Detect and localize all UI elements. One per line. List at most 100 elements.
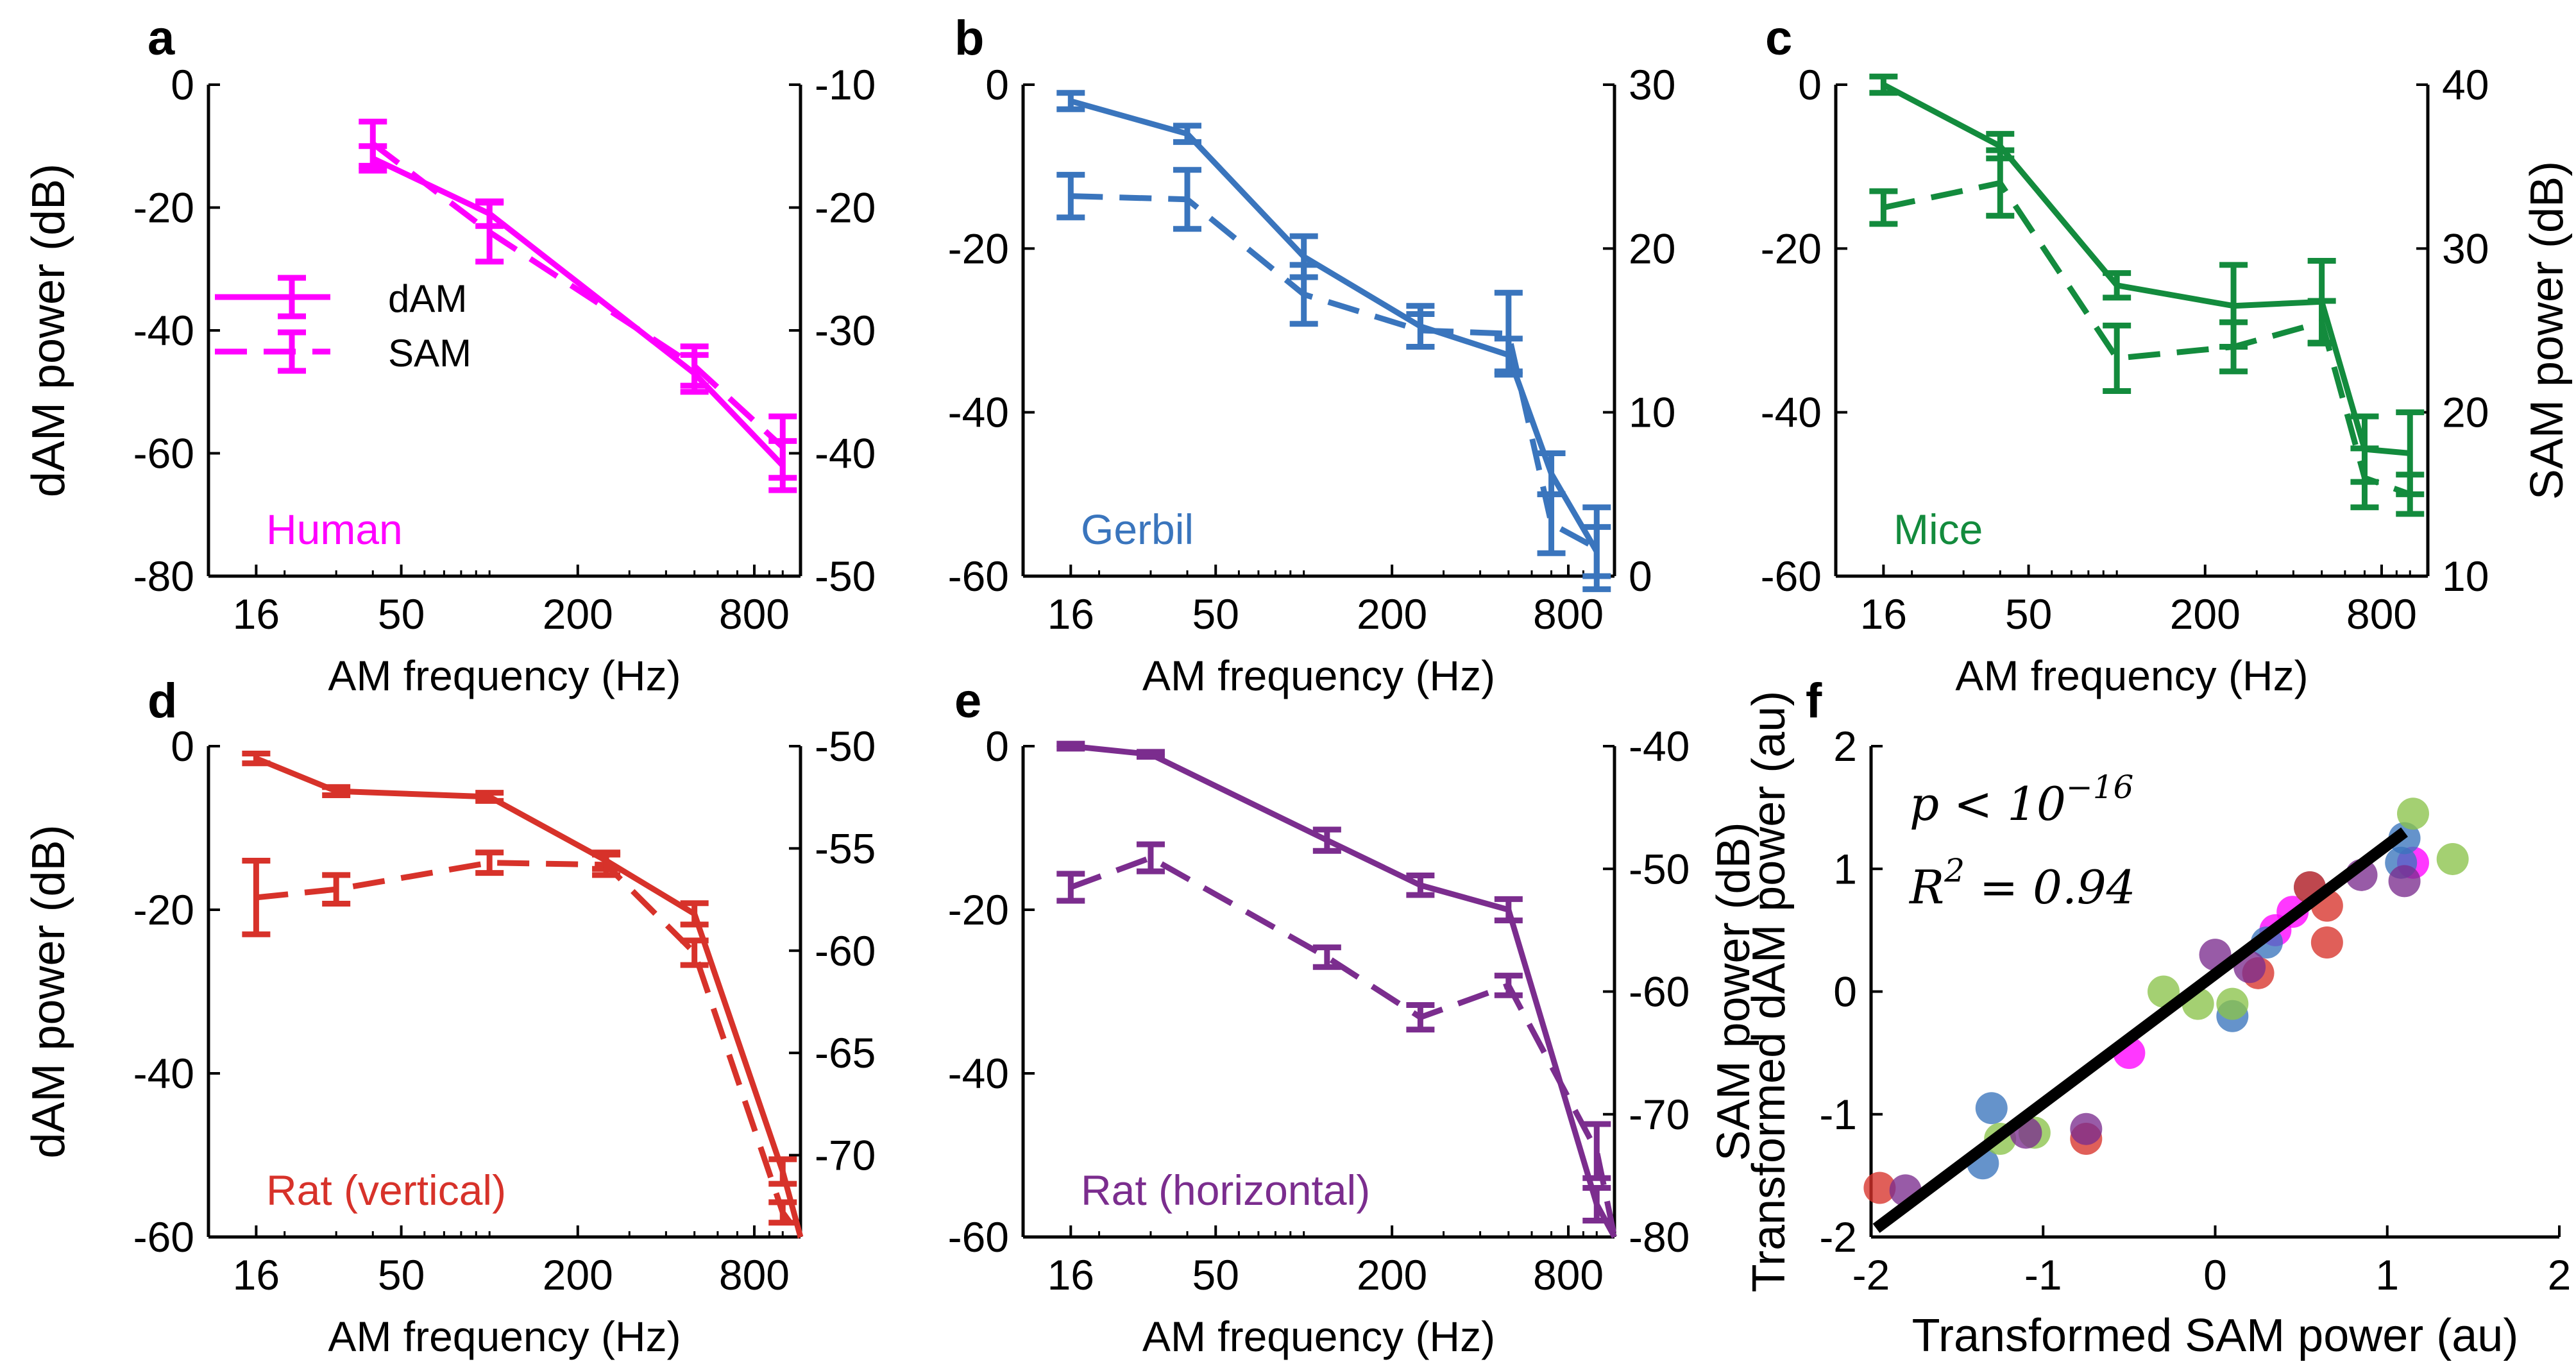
y-tick-label-b-0: 0 <box>985 61 1009 108</box>
y-tick-label-f-1: 1 <box>1833 845 1857 892</box>
p-value-annotation: p < 10−16 <box>1910 769 2133 831</box>
y2-tick-label-e-4: -80 <box>1629 1213 1690 1261</box>
x-tick-label-c-3: 800 <box>2346 590 2417 638</box>
x-tick-label-e-1: 50 <box>1192 1251 1239 1299</box>
panel-f: f -2 -1 0 1 2 2 1 0 -1 -2 Transformed SAM power (au… <box>1743 674 2571 1361</box>
y-tick-label-d-2: -40 <box>133 1050 194 1097</box>
y2-tick-label-a-0: -10 <box>815 61 876 108</box>
x-tick-label-c-1: 50 <box>2005 590 2052 638</box>
y2-tick-label-a-2: -30 <box>815 307 876 354</box>
x-tick-label-e-3: 800 <box>1533 1251 1604 1299</box>
x-axis-label-c: AM frequency (Hz) <box>1955 652 2308 699</box>
y2-tick-label-a-3: -40 <box>815 430 876 477</box>
x-axis-label-d: AM frequency (Hz) <box>328 1313 681 1360</box>
scatter-point-18 <box>1863 1172 1896 1204</box>
x-tick-label-d-3: 800 <box>719 1251 790 1299</box>
y-tick-label-f-0: 2 <box>1833 722 1857 770</box>
series-line-b-dam <box>1070 98 1600 553</box>
panel-e: e 16 50 200 800 0 -20 -40 -60 -40 -50 -60 -70 -80 AM f… <box>948 674 1759 1360</box>
x-tick-label-c-0: 16 <box>1860 590 1907 638</box>
x-tick-label-f-1: -1 <box>2024 1251 2062 1299</box>
y-tick-label-a-3: -60 <box>133 430 194 477</box>
y2-tick-label-d-2: -60 <box>815 927 876 975</box>
y-tick-label-d-1: -20 <box>133 886 194 933</box>
y2-tick-label-e-0: -40 <box>1629 722 1690 770</box>
y-tick-label-b-2: -40 <box>948 389 1009 436</box>
legend-label-sam: SAM <box>388 332 471 375</box>
y-tick-label-e-2: -40 <box>948 1050 1009 1097</box>
panel-letter-f: f <box>1806 674 1822 728</box>
p-value-text: p < 10 <box>1910 777 2066 831</box>
y2-tick-label-b-3: 0 <box>1629 552 1652 600</box>
y-tick-label-a-1: -20 <box>133 184 194 232</box>
y2-tick-label-d-0: -50 <box>815 722 876 770</box>
species-label-b: Gerbil <box>1081 506 1194 553</box>
series-line-c-dam <box>1882 82 2411 456</box>
x-axis-label-e: AM frequency (Hz) <box>1142 1313 1495 1360</box>
y-tick-label-a-4: -80 <box>133 552 194 600</box>
x-tick-label-f-3: 1 <box>2375 1251 2399 1299</box>
y2-tick-label-d-4: -70 <box>815 1132 876 1179</box>
scatter-point-16 <box>2396 797 2429 830</box>
y-tick-label-c-1: -20 <box>1761 225 1822 272</box>
x-tick-label-b-3: 800 <box>1533 590 1604 638</box>
y-tick-label-e-0: 0 <box>985 722 1009 770</box>
x-axis-label-f: Transformed SAM power (au) <box>1912 1310 2519 1361</box>
y2-tick-label-e-1: -50 <box>1629 845 1690 892</box>
y-axis-label-d: dAM power (dB) <box>23 824 74 1158</box>
series-line-e-dam <box>1070 743 1617 1239</box>
species-label-d: Rat (vertical) <box>266 1166 506 1214</box>
r-squared-symbol: R <box>1908 860 1944 914</box>
panel-c: c 16 50 200 800 0 -20 -40 -60 40 30 20 10 AM frequenc… <box>1761 11 2573 699</box>
p-value-exponent: −16 <box>2066 769 2134 806</box>
r-squared-exponent: 2 <box>1944 852 1965 889</box>
y2-axis-label-e: SAM power (dB) <box>1708 822 1759 1161</box>
scatter-point-17 <box>2436 842 2469 875</box>
scatter-point-23 <box>2310 926 2343 959</box>
x-tick-label-d-2: 200 <box>543 1251 613 1299</box>
y-tick-label-a-2: -40 <box>133 307 194 354</box>
x-tick-label-e-2: 200 <box>1357 1251 1427 1299</box>
regression-line <box>1872 827 2408 1233</box>
panel-letter-a: a <box>148 11 175 65</box>
x-tick-label-a-2: 200 <box>543 590 613 638</box>
series-line-d-dam <box>255 755 804 1238</box>
x-tick-label-b-1: 50 <box>1192 590 1239 638</box>
y2-tick-label-c-0: 40 <box>2442 61 2489 108</box>
panel-a: a 16 50 200 800 0 -20 -40 -60 -80 -10 -20 -30 -40 -50 A… <box>23 11 876 699</box>
panel-letter-b: b <box>954 11 984 65</box>
y-tick-label-c-2: -40 <box>1761 389 1822 436</box>
y2-tick-label-d-3: -65 <box>815 1029 876 1077</box>
x-axis-label-b: AM frequency (Hz) <box>1142 652 1495 699</box>
y-tick-label-e-3: -60 <box>948 1213 1009 1261</box>
r-squared-annotation: R2 = 0.94 <box>1908 852 2135 914</box>
y2-tick-label-a-4: -50 <box>815 552 876 600</box>
series-line-a-sam <box>371 141 785 450</box>
y-tick-label-b-1: -20 <box>948 225 1009 272</box>
x-tick-label-a-0: 16 <box>233 590 280 638</box>
scatter-point-30 <box>2388 865 2421 898</box>
y2-tick-label-a-1: -20 <box>815 184 876 232</box>
x-tick-label-b-0: 16 <box>1047 590 1094 638</box>
x-tick-label-f-0: -2 <box>1852 1251 1890 1299</box>
y2-tick-label-b-1: 20 <box>1629 225 1675 272</box>
species-label-a: Human <box>266 506 403 553</box>
panel-d: d 16 50 200 800 0 -20 -40 -60 -50 -55 -60 -65 -70 AM f… <box>23 674 876 1360</box>
y-tick-label-a-0: 0 <box>171 61 194 108</box>
panel-letter-c: c <box>1765 11 1792 65</box>
r-squared-value: = 0.94 <box>1965 860 2135 914</box>
x-tick-label-e-0: 16 <box>1047 1251 1094 1299</box>
y2-tick-label-c-3: 10 <box>2442 552 2489 600</box>
species-label-e: Rat (horizontal) <box>1081 1166 1370 1214</box>
x-tick-label-f-2: 0 <box>2203 1251 2227 1299</box>
x-tick-label-a-1: 50 <box>378 590 425 638</box>
y-tick-label-d-0: 0 <box>171 722 194 770</box>
legend-label-dam: dAM <box>388 277 467 320</box>
y2-tick-label-d-1: -55 <box>815 824 876 872</box>
y2-tick-label-e-3: -70 <box>1629 1091 1690 1138</box>
y-axis-label-a: dAM power (dB) <box>23 164 74 497</box>
x-tick-label-d-0: 16 <box>233 1251 280 1299</box>
y2-axis-label-c: SAM power (dB) <box>2521 161 2573 500</box>
y-tick-label-f-4: -2 <box>1819 1213 1857 1261</box>
